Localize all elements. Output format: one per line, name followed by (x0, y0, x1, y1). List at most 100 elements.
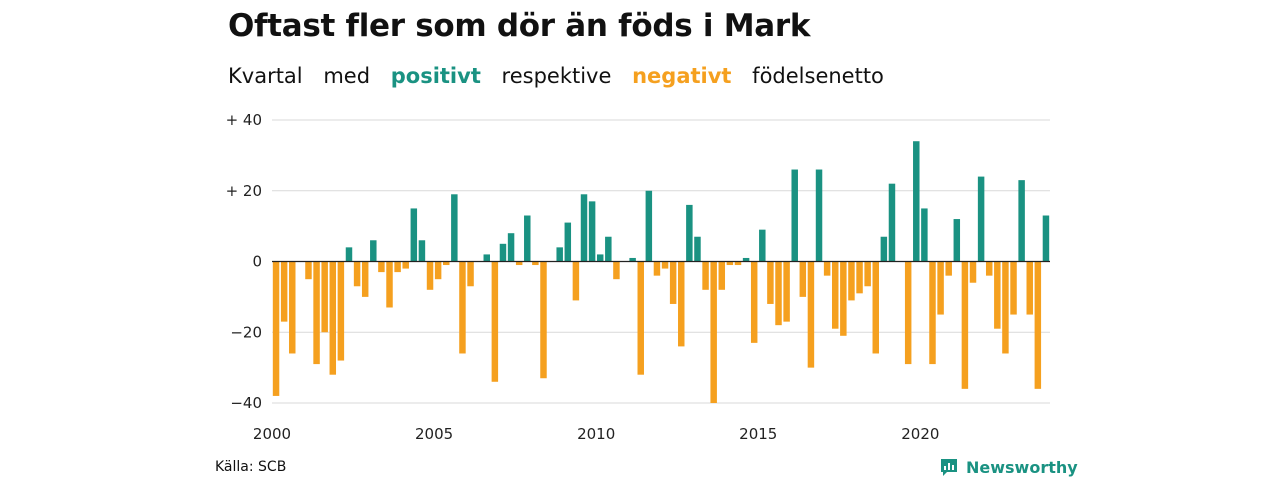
brand-name: Newsworthy (966, 457, 1078, 477)
y-tick-label: −40 (230, 394, 262, 412)
subtitle-word-med: med (323, 64, 371, 88)
bar-2004-q1 (402, 261, 409, 269)
x-tick-label: 2020 (901, 425, 939, 443)
bar-2009-q3 (580, 194, 588, 262)
y-tick-label: + 20 (226, 182, 262, 200)
bar-2012-q4 (686, 204, 693, 262)
bar-2010-q1 (596, 254, 604, 262)
x-tick-label: 2005 (415, 425, 453, 443)
bar-2004-q4 (426, 261, 434, 290)
bar-2014-q2 (734, 261, 742, 266)
bar-2019-q3 (904, 261, 912, 365)
bar-2002-q4 (361, 261, 369, 297)
bars (272, 141, 1050, 403)
y-tick-label: 0 (252, 253, 262, 271)
bar-2007-q2 (507, 233, 515, 262)
bar-2011-q4 (653, 261, 661, 276)
bar-2015-q4 (783, 261, 790, 322)
bar-2021-q3 (969, 261, 977, 283)
brand-logo: Newsworthy (938, 456, 1078, 478)
bar-2005-q4 (459, 261, 466, 354)
y-tick-label: −20 (230, 323, 262, 341)
axes: + 40 + 20 0 −20 −40 2000 2005 2010 2015 2020 (226, 111, 1050, 443)
source-note: Källa: SCB (215, 459, 287, 475)
bar-2013-q1 (694, 236, 701, 262)
bar-2003-q2 (378, 261, 385, 273)
bar-2020-q4 (945, 261, 952, 276)
bar-2009-q4 (588, 201, 596, 262)
bar-2011-q3 (645, 190, 653, 262)
bar-2022-q2 (994, 261, 1001, 329)
bar-2016-q1 (791, 169, 798, 262)
bar-2009-q1 (564, 222, 572, 262)
y-tick-label: + 40 (226, 111, 262, 129)
newsworthy-logo-icon (941, 459, 957, 476)
bar-2006-q4 (491, 261, 499, 382)
bar-2012-q1 (661, 261, 669, 269)
bar-2000-q2 (280, 261, 288, 322)
chart-subtitle: Kvartal med positivt respektive negativt… (228, 64, 898, 88)
bar-2001-q3 (321, 261, 328, 333)
bar-2020-q3 (937, 261, 944, 315)
bar-2019-q4 (913, 141, 920, 262)
x-tick-label: 2000 (253, 425, 291, 443)
bar-2023-q2 (1026, 261, 1033, 315)
bar-2013-q2 (702, 261, 709, 290)
bar-2006-q1 (467, 261, 474, 287)
bar-2007-q1 (499, 243, 507, 262)
bar-2015-q1 (759, 229, 766, 262)
bar-2023-q1 (1018, 180, 1025, 262)
bar-2012-q2 (669, 261, 677, 304)
legend-positive-label: positivt (390, 64, 481, 88)
bar-2019-q1 (888, 183, 896, 262)
bar-2004-q2 (410, 208, 418, 262)
bar-2014-q1 (726, 261, 734, 266)
grid-lines (272, 119, 1050, 404)
bar-2008-q2 (540, 261, 547, 379)
bar-2012-q3 (678, 261, 685, 347)
bar-2003-q4 (394, 261, 401, 273)
bar-2000-q3 (289, 261, 296, 354)
bar-2009-q2 (572, 261, 580, 301)
bar-2005-q2 (443, 261, 450, 266)
bar-2007-q4 (524, 215, 531, 262)
bar-2011-q2 (637, 261, 644, 375)
bar-2004-q3 (418, 240, 426, 262)
subtitle-word-respektive: respektive (501, 64, 612, 88)
bar-2022-q4 (1010, 261, 1017, 315)
bar-2002-q2 (345, 247, 353, 262)
bar-2017-q4 (848, 261, 855, 301)
bar-2016-q4 (815, 169, 823, 262)
bar-2013-q4 (718, 261, 726, 290)
bar-2017-q1 (823, 261, 831, 276)
legend-negative-label: negativt (632, 64, 732, 88)
bar-2005-q3 (451, 194, 458, 262)
bar-2008-q1 (532, 261, 539, 266)
bar-2020-q2 (929, 261, 936, 365)
bar-2014-q3 (742, 257, 750, 262)
bar-2017-q2 (832, 261, 839, 329)
chart-title: Oftast fler som dör än föds i Mark (228, 8, 811, 44)
bar-2003-q1 (370, 240, 377, 262)
bar-2022-q3 (1002, 261, 1009, 354)
bar-2018-q3 (872, 261, 879, 354)
bar-2011-q1 (629, 257, 636, 262)
bar-2021-q1 (953, 219, 961, 262)
bar-2002-q3 (353, 261, 361, 287)
bar-2001-q4 (329, 261, 337, 375)
x-tick-label: 2010 (577, 425, 615, 443)
bar-2021-q4 (977, 176, 985, 262)
bar-2023-q4 (1042, 215, 1050, 262)
bar-2001-q2 (313, 261, 320, 365)
bar-2000-q1 (272, 261, 280, 396)
bar-2010-q3 (613, 261, 620, 280)
bar-2008-q4 (556, 247, 563, 262)
bar-2023-q3 (1034, 261, 1042, 389)
bar-2022-q1 (985, 261, 993, 276)
bar-2005-q1 (434, 261, 442, 280)
bar-2003-q3 (386, 261, 393, 308)
bar-2016-q2 (799, 261, 807, 297)
bar-2016-q3 (807, 261, 815, 368)
bar-2017-q3 (840, 261, 847, 336)
